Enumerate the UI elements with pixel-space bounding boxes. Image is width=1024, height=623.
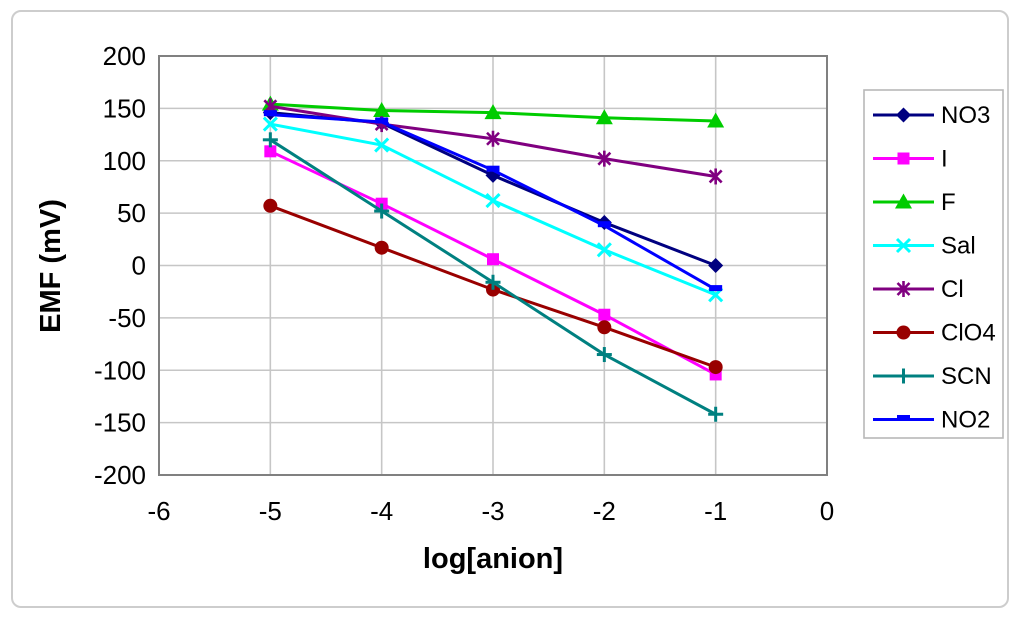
legend-marker-I (897, 152, 910, 165)
y-tick-label: 50 (117, 198, 146, 228)
x-tick-label: -3 (481, 496, 504, 526)
legend-label-F: F (941, 189, 956, 216)
marker-F (595, 109, 613, 125)
marker-NO2 (709, 285, 723, 292)
x-tick-label: -2 (593, 496, 616, 526)
marker-NO2 (375, 117, 389, 124)
marker-F (484, 104, 502, 120)
legend-label-Sal: Sal (941, 233, 976, 260)
legend-item-SCN: SCN (873, 363, 992, 390)
y-tick-label: -200 (94, 460, 146, 490)
marker-Cl (486, 130, 500, 147)
marker-ClO4 (597, 320, 612, 335)
marker-Sal (596, 242, 612, 258)
legend-item-Cl: Cl (873, 276, 964, 303)
y-tick-label: 200 (103, 41, 146, 71)
series-SCN (262, 132, 724, 422)
marker-ClO4 (263, 198, 278, 213)
legend-item-Sal: Sal (873, 233, 976, 260)
marker-NO3 (708, 258, 724, 273)
marker-Sal (262, 116, 278, 132)
legend-item-I: I (873, 146, 948, 173)
x-axis-tick-labels: -6 -5 -4 -3 -2 -1 0 (147, 496, 834, 526)
marker-Cl (597, 150, 612, 167)
marker-Sal (374, 137, 390, 153)
series-NO2 (263, 110, 723, 292)
y-axis-title: EMF (mV) (35, 199, 67, 333)
y-tick-label: -100 (94, 355, 146, 385)
marker-ClO4 (374, 240, 389, 255)
legend-label-NO3: NO3 (941, 102, 990, 129)
legend-label-I: I (941, 146, 948, 173)
legend-marker-Sal (895, 237, 912, 254)
legend-box (863, 89, 1004, 439)
chart-outer-border (11, 10, 1009, 608)
marker-I (487, 253, 499, 266)
x-tick-label: 0 (820, 496, 834, 526)
legend-marker-Cl (896, 281, 911, 297)
marker-SCN (262, 132, 278, 148)
marker-NO2 (486, 165, 500, 172)
legend-label-SCN: SCN (941, 363, 992, 390)
marker-Sal (485, 192, 501, 209)
marker-SCN (596, 347, 612, 363)
y-tick-label: 0 (132, 251, 146, 281)
legend-label-NO2: NO2 (941, 407, 990, 434)
marker-SCN (708, 406, 724, 422)
x-tick-label: -1 (704, 496, 727, 526)
y-tick-label: 150 (103, 93, 146, 123)
marker-I (264, 145, 277, 158)
legend-marker-ClO4 (896, 325, 911, 340)
marker-F (707, 112, 725, 128)
y-tick-label: 100 (103, 146, 146, 176)
legend-marker-NO2 (897, 415, 910, 421)
marker-SCN (485, 274, 501, 290)
x-tick-label: -5 (259, 496, 282, 526)
x-tick-label: -6 (147, 496, 170, 526)
series-F (261, 95, 725, 128)
series-layer (261, 95, 725, 422)
plot-area-border (158, 55, 828, 476)
legend-item-NO3: NO3 (873, 102, 990, 129)
series-Sal (262, 116, 724, 303)
legend-label-ClO4: ClO4 (941, 320, 996, 347)
y-tick-label: -150 (94, 408, 146, 438)
marker-I (598, 308, 611, 321)
marker-ClO4 (708, 360, 723, 375)
marker-SCN (374, 203, 390, 219)
legend-label-Cl: Cl (941, 276, 964, 303)
legend-marker-SCN (896, 368, 911, 384)
legend-item-F: F (873, 189, 956, 216)
x-axis-title: log[anion] (423, 543, 563, 575)
legend-marker-NO3 (896, 107, 911, 123)
marker-Cl (708, 168, 723, 185)
marker-NO2 (597, 221, 611, 228)
legend: NO3 IF Sal Cl ClO4 SCN NO2 (863, 89, 1004, 439)
legend-item-NO2: NO2 (873, 407, 990, 434)
legend-item-ClO4: ClO4 (873, 320, 996, 347)
x-tick-label: -4 (370, 496, 393, 526)
y-axis-tick-labels: 200 150 100 50 0 -50 -100 -150 -200 (94, 41, 146, 490)
legend-marker-F (895, 193, 912, 209)
y-tick-label: -50 (108, 303, 146, 333)
marker-F (373, 101, 391, 117)
marker-NO2 (263, 110, 277, 117)
